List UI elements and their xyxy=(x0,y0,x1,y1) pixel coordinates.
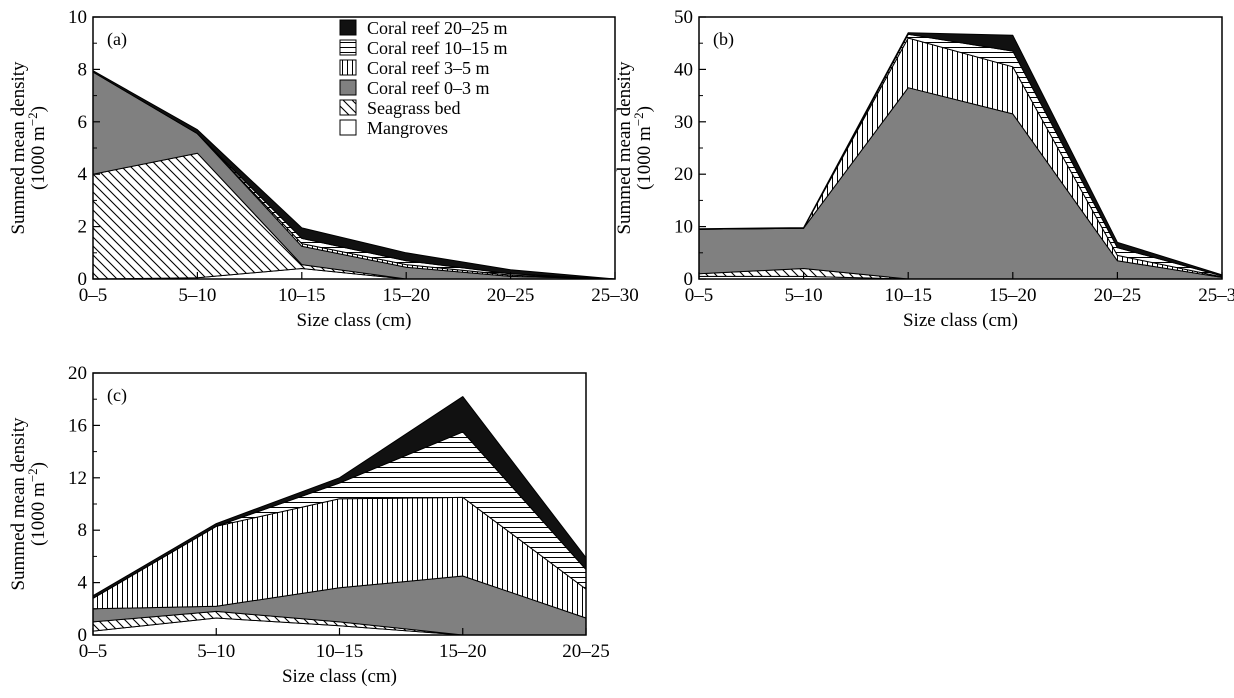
x-tick-label: 5–10 xyxy=(178,285,216,306)
x-tick-label: 5–10 xyxy=(785,285,823,306)
x-tick-label: 25–30 xyxy=(1198,285,1234,306)
legend-swatch xyxy=(339,19,357,36)
legend-label: Coral reef 0–3 m xyxy=(367,78,489,98)
y-tick-label: 4 xyxy=(78,573,88,594)
x-tick-label: 5–10 xyxy=(197,641,235,662)
y-axis-unit: (1000 m−2) xyxy=(25,462,49,546)
y-axis-title: Summed mean density xyxy=(8,61,29,235)
x-tick-label: 15–20 xyxy=(989,285,1037,306)
y-tick-label: 0 xyxy=(78,269,88,290)
x-axis-title: Size class (cm) xyxy=(296,310,411,331)
x-tick-label: 0–5 xyxy=(79,641,108,662)
y-tick-label: 12 xyxy=(68,468,87,489)
x-axis-title: Size class (cm) xyxy=(282,666,397,687)
y-tick-label: 20 xyxy=(674,164,693,185)
x-tick-label: 0–5 xyxy=(79,285,108,306)
legend-item: Coral reef 10–15 m xyxy=(339,38,507,58)
y-tick-label: 30 xyxy=(674,112,693,133)
y-axis-title: Summed mean density xyxy=(614,61,635,235)
x-axis-title: Size class (cm) xyxy=(903,310,1018,331)
chart-panel-b: 0 10 20 30 40 50 0–5 5–10 10–15 15–20 20–25 25–30 Si… xyxy=(614,7,1234,331)
legend-label: Coral reef 20–25 m xyxy=(367,18,507,38)
y-tick-label: 0 xyxy=(684,269,694,290)
area-coral-reef-20-25-m xyxy=(92,70,616,280)
y-tick-label: 10 xyxy=(68,7,87,28)
legend-item: Mangroves xyxy=(339,118,448,138)
legend-item: Coral reef 0–3 m xyxy=(339,78,489,98)
y-axis-unit: (1000 m−2) xyxy=(631,106,655,190)
y-tick-label: 50 xyxy=(674,7,693,28)
chart-panel-a: 0 2 4 6 8 10 0–5 5–10 10–15 15–20 20–25 25–30 Size c… xyxy=(8,7,639,331)
legend-label: Seagrass bed xyxy=(367,98,460,118)
x-tick-label: 20–25 xyxy=(562,641,610,662)
y-tick-label: 20 xyxy=(68,363,87,384)
legend-swatch xyxy=(339,39,357,56)
legend-item: Coral reef 3–5 m xyxy=(339,58,489,78)
y-tick-label: 6 xyxy=(78,112,88,133)
legend-item: Seagrass bed xyxy=(339,98,460,118)
y-tick-label: 2 xyxy=(78,217,88,238)
x-tick-label: 15–20 xyxy=(382,285,430,306)
x-tick-label: 20–25 xyxy=(487,285,535,306)
panel-label: (a) xyxy=(107,29,127,50)
panel-label: (c) xyxy=(107,385,127,406)
x-tick-label: 10–15 xyxy=(316,641,364,662)
y-tick-label: 8 xyxy=(78,59,88,80)
y-tick-label: 10 xyxy=(674,217,693,238)
legend-swatch xyxy=(339,99,357,116)
panels-group: 0 2 4 6 8 10 0–5 5–10 10–15 15–20 20–25 25–30 Size c… xyxy=(8,7,1234,687)
legend-swatch xyxy=(339,119,357,136)
legend-label: Coral reef 3–5 m xyxy=(367,58,489,78)
x-tick-label: 0–5 xyxy=(685,285,714,306)
y-tick-label: 0 xyxy=(78,625,88,646)
x-tick-label: 10–15 xyxy=(278,285,326,306)
legend-swatch xyxy=(339,59,357,76)
x-tick-label: 10–15 xyxy=(884,285,932,306)
legend-item: Coral reef 20–25 m xyxy=(339,18,507,38)
legend-label: Coral reef 10–15 m xyxy=(367,38,507,58)
legend-label: Mangroves xyxy=(367,118,448,138)
chart-panel-c: 0 4 8 12 16 20 0–5 5–10 10–15 15–20 20–25 Size clas… xyxy=(8,363,610,687)
x-tick-label: 15–20 xyxy=(439,641,487,662)
y-tick-label: 16 xyxy=(68,415,87,436)
y-tick-label: 4 xyxy=(78,164,88,185)
y-tick-label: 8 xyxy=(78,520,88,541)
panel-label: (b) xyxy=(713,29,734,50)
y-tick-label: 40 xyxy=(674,59,693,80)
y-axis-title: Summed mean density xyxy=(8,417,29,591)
x-tick-label: 20–25 xyxy=(1094,285,1142,306)
x-tick-label: 25–30 xyxy=(591,285,639,306)
legend-swatch xyxy=(339,79,357,96)
y-axis-unit: (1000 m−2) xyxy=(25,106,49,190)
